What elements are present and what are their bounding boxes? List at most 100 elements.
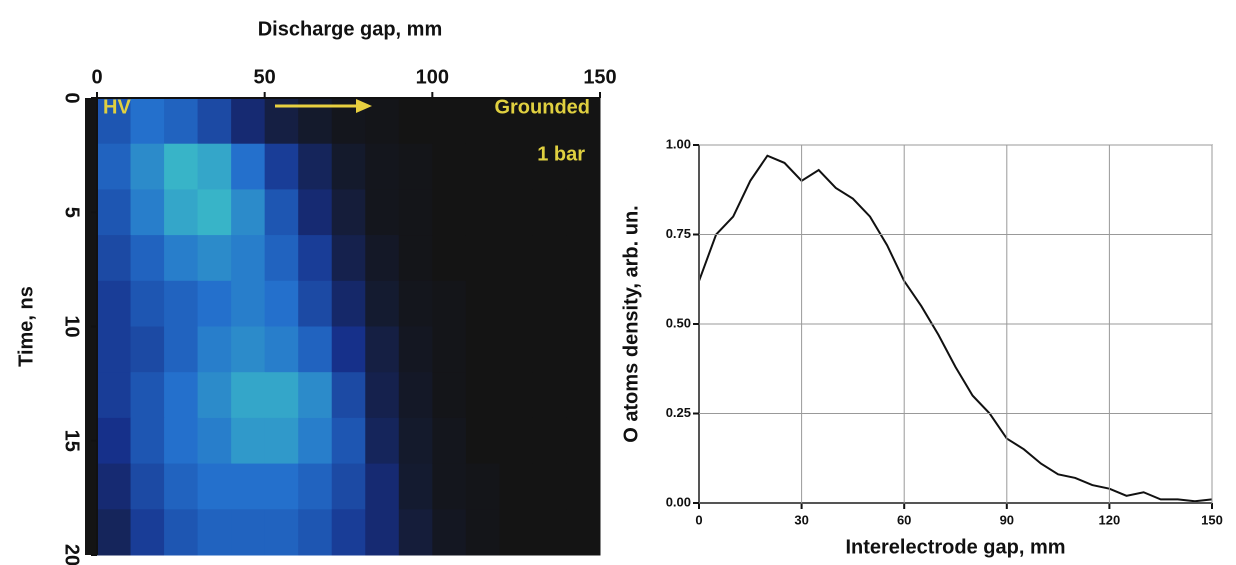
heat-cell (532, 143, 567, 190)
heat-cell (164, 280, 199, 327)
heat-cell (398, 280, 433, 327)
y-axis-title: Time, ns (15, 286, 37, 367)
heat-cell (231, 417, 266, 465)
heat-cell (365, 98, 400, 145)
heat-cell (231, 280, 266, 327)
heat-cell (197, 326, 232, 373)
x-tick-label: 0 (91, 66, 102, 88)
heat-cell (465, 509, 500, 556)
heat-cell (164, 372, 199, 419)
heat-cell (298, 372, 333, 419)
heat-cell (465, 372, 500, 419)
heat-cell (532, 463, 567, 510)
x-axis-title: Discharge gap, mm (258, 18, 443, 40)
x-tick-label: 50 (254, 66, 276, 88)
heat-cell (298, 189, 333, 236)
heat-cell (164, 98, 199, 145)
heat-cell (365, 326, 400, 373)
y-tick-label: 10 (61, 315, 83, 337)
heat-cell (164, 326, 199, 373)
heat-cell (97, 463, 132, 510)
heat-cell (264, 326, 299, 373)
heat-cell (130, 143, 165, 190)
heat-cell (499, 372, 534, 419)
heat-cell (532, 280, 567, 327)
heat-cell (197, 143, 232, 190)
heat-cell (398, 417, 433, 465)
heat-cell (97, 326, 132, 373)
heat-cell (432, 509, 467, 556)
x-axis-title: Interelectrode gap, mm (845, 536, 1065, 558)
heat-cell (231, 189, 266, 236)
heat-cell (130, 189, 165, 236)
heat-cell (298, 463, 333, 510)
heat-cell (298, 326, 333, 373)
heat-cell (264, 463, 299, 510)
heat-cell (566, 98, 601, 145)
x-tick-label: 0 (695, 512, 702, 527)
heat-cell (331, 189, 366, 236)
heat-cell (365, 235, 400, 282)
heat-cell (398, 372, 433, 419)
heat-cell (264, 417, 299, 465)
heat-cell (432, 463, 467, 510)
heat-cell (566, 509, 601, 556)
heat-cell (164, 143, 199, 190)
heat-cell (499, 417, 534, 465)
heat-cell (97, 143, 132, 190)
heat-cell (465, 463, 500, 510)
heat-cell (465, 143, 500, 190)
heat-cell (130, 280, 165, 327)
heat-cell (164, 235, 199, 282)
heat-cell (566, 280, 601, 327)
heat-cell (499, 463, 534, 510)
arrow-head (356, 99, 372, 113)
heat-cell (331, 463, 366, 510)
heat-cell (465, 280, 500, 327)
heat-cell (97, 417, 132, 465)
x-tick-label: 30 (794, 512, 808, 527)
heat-cell (97, 280, 132, 327)
y-tick-label: 20 (61, 544, 83, 565)
heat-cell (130, 326, 165, 373)
heat-cell (532, 98, 567, 145)
heat-cell (432, 143, 467, 190)
heat-cell (532, 189, 567, 236)
heat-cell (130, 509, 165, 556)
heat-cell (499, 280, 534, 327)
heat-cell (465, 326, 500, 373)
heat-cell (197, 189, 232, 236)
heat-cell (499, 326, 534, 373)
heat-cell (298, 417, 333, 465)
heat-cell (432, 98, 467, 145)
heat-cell (499, 98, 534, 145)
heat-cell (398, 463, 433, 510)
heat-cell (231, 326, 266, 373)
heat-cell (298, 509, 333, 556)
annotation: Grounded (494, 96, 590, 118)
heat-cell (130, 235, 165, 282)
x-tick-label: 100 (416, 66, 449, 88)
heat-cell (197, 98, 232, 145)
heat-cell (398, 326, 433, 373)
heat-cell (264, 143, 299, 190)
heat-cell (331, 280, 366, 327)
heat-cell (164, 509, 199, 556)
heat-cell (264, 189, 299, 236)
heat-cell (532, 372, 567, 419)
heat-cell (331, 372, 366, 419)
heat-cell (499, 143, 534, 190)
heat-cell (164, 417, 199, 465)
heat-cell (231, 98, 266, 145)
heat-cell (365, 143, 400, 190)
heat-cell (264, 509, 299, 556)
heat-cell (298, 235, 333, 282)
heat-cell (264, 235, 299, 282)
heat-cell (365, 463, 400, 510)
heat-cell (365, 280, 400, 327)
x-tick-label: 150 (583, 66, 616, 88)
heat-cell (231, 372, 266, 419)
heat-cell (432, 235, 467, 282)
heat-cell (130, 372, 165, 419)
